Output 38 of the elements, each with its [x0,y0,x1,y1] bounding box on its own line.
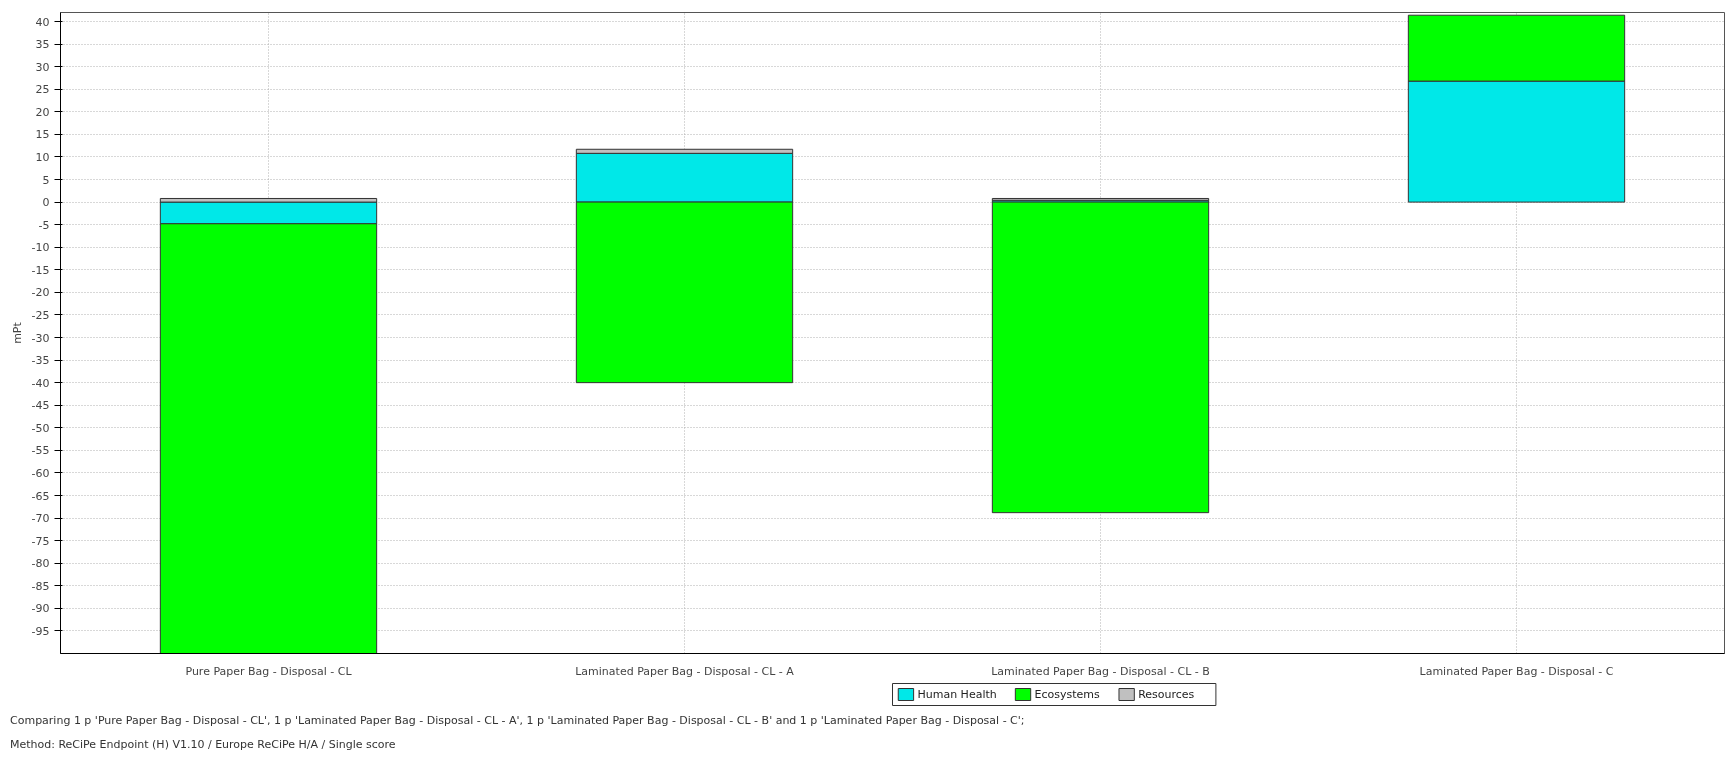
y-tick-label: -70 [31,512,50,526]
x-tick-label: Laminated Paper Bag - Disposal - C [1419,664,1614,678]
y-tick-label: -50 [31,421,50,435]
y-tick-label: 20 [35,105,50,119]
y-tick-label: -40 [31,376,50,390]
x-tick-label: Pure Paper Bag - Disposal - CL [185,664,353,678]
y-tick-label: 25 [35,83,50,97]
y-tick-label: -10 [31,241,50,255]
text: Method: ReCiPe Endpoint (H) V1.10 / Europe ReCiPe H/A / Single score [10,737,396,753]
y-tick-label: -55 [31,444,50,458]
y-tick-label: 10 [35,150,50,164]
y-tick-label: 0 [42,196,50,210]
legend-label: Resources [1138,688,1195,701]
text: Comparing 1 p 'Pure Paper Bag - Disposal - CL', 1 p 'Laminated Paper Bag - Disposal - CL - A', 1 p 'Laminated Paper Bag - Disposal - CL - B' and 1 p 'Laminated Paper Bag - Disposal - C'; [10,713,1025,729]
x-tick-label: Laminated Paper Bag - Disposal - CL - A [575,664,795,678]
y-tick-label: -45 [31,399,50,413]
y-tick-label: -80 [31,557,50,571]
y-tick-label: -75 [31,534,50,548]
y-tick-label: 5 [42,173,50,187]
y-tick-label: -30 [31,331,50,345]
y-axis-title: mPt [10,321,24,344]
y-tick-label: -90 [31,602,50,616]
y-tick-label: -20 [31,286,50,300]
y-tick-label: 30 [35,60,50,74]
y-tick-label: -15 [31,263,50,277]
y-tick-label: -35 [31,354,50,368]
y-tick-label: 40 [35,15,50,29]
y-tick-label: -95 [31,624,50,638]
y-tick-label: 15 [35,128,50,142]
y-tick-label: -85 [31,579,50,593]
legend-label: Human Health [917,688,997,701]
legend-label: Ecosystems [1034,688,1101,701]
y-tick-label: -60 [31,466,50,480]
y-tick-label: -25 [31,308,50,322]
y-tick-label: -65 [31,489,50,503]
y-tick-label: 35 [35,38,50,52]
x-tick-label: Laminated Paper Bag - Disposal - CL - B [991,664,1210,678]
y-tick-label: -5 [38,218,50,232]
